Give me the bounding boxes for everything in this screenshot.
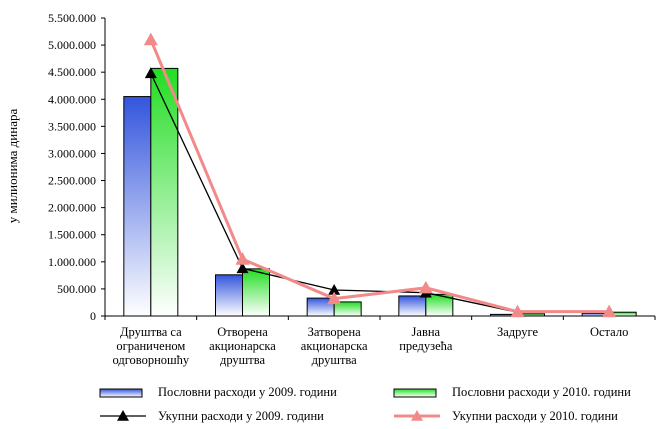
x-category-label-line: Затворена [308,325,362,339]
x-category-label: Друштва са ограниченом одговорношћу [112,325,189,367]
x-category-label-line: Остало [590,325,628,339]
x-category-label: Остало [590,325,628,339]
y-tick-label: 2.500.000 [48,174,96,188]
legend-label: Укупни расходи у 2009. години [158,409,324,423]
bar-2010 [242,268,270,317]
y-tick-label: 0 [90,309,96,323]
x-category-label-line: акционарска [209,339,276,353]
x-category-label: Јавна предузећа [399,325,453,353]
legend-label: Пословни расходи у 2010. години [452,385,631,399]
y-tick-label: 2.000.000 [48,201,96,215]
legend: Пословни расходи у 2009. години Пословни … [99,385,631,423]
legend-label: Пословни расходи у 2009. години [158,385,337,399]
marker-total-2010 [235,252,250,265]
marker-total-2010 [418,280,433,294]
marker-total-2009 [236,262,249,274]
y-tick-label: 1.000.000 [48,255,96,269]
marker-total-2010 [327,291,342,305]
plot-area: 0 500.000 1.000.000 1.500.000 2.000.000 2.500… [48,11,656,367]
x-category-label-line: Отворена [217,325,268,339]
y-tick-label: 3.500.000 [48,119,96,133]
x-category-label-line: Задруге [497,325,538,339]
x-category-label-line: ограниченом [116,339,185,353]
line-total-2010 [149,39,610,314]
x-category-label-line: друштва [220,353,266,367]
y-tick-label: 5.500.000 [48,11,96,25]
y-tick-label: 4.000.000 [48,92,96,106]
marker-total-2009 [328,283,341,295]
legend-marker [117,410,129,421]
bar-2009 [123,96,152,317]
marker-total-2010 [602,304,617,318]
legend-swatch [393,388,437,398]
legend-swatch [99,388,143,398]
y-tick-label: 500.000 [57,282,96,296]
marker-total-2010 [143,32,158,46]
y-tick-label: 3.000.000 [48,146,96,160]
bar-2010 [150,67,179,317]
x-category-label-line: одговорношћу [112,353,189,367]
y-tick-label: 1.500.000 [48,228,96,242]
marker-total-2010 [510,304,525,318]
bar-2009 [215,274,243,317]
bar-2009 [398,295,427,317]
x-category-label: Затворена акционарска друштва [301,325,368,367]
x-category-label-line: предузећа [399,339,453,353]
y-axis-title: у милионима динара [5,109,20,224]
x-category-label-line: акционарска [301,339,368,353]
legend-marker [411,410,423,421]
marker-total-2009 [144,67,157,79]
x-category-label-line: Јавна [412,325,441,339]
y-tick-label: 4.500.000 [48,65,96,79]
y-axis-title-group: у милионима динара [5,109,20,224]
y-tick-label: 5.000.000 [48,38,96,52]
x-category-label-line: друштва [312,353,358,367]
x-category-label: Отворена акционарска друштва [209,325,276,367]
x-category-label-line: Друштва са [120,325,182,339]
x-category-label: Задруге [497,325,538,339]
legend-label: Укупни расходи у 2010. години [452,409,618,423]
